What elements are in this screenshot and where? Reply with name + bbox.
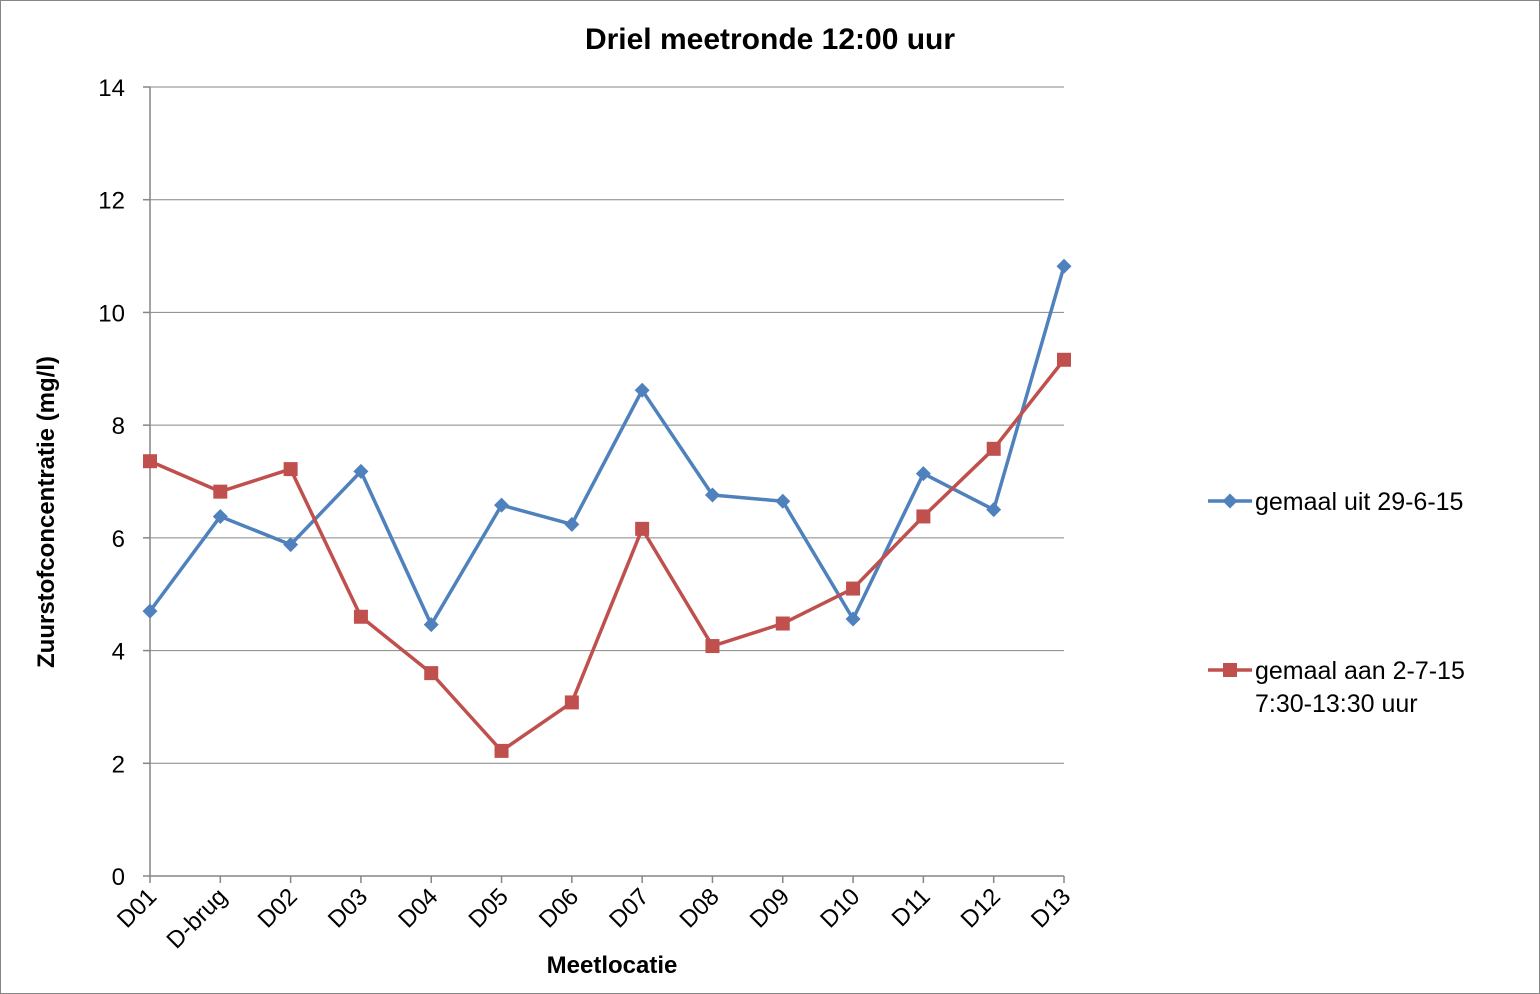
x-tick-label: D05 <box>464 883 514 933</box>
y-axis-title: Zuurstofconcentratie (mg/l) <box>33 356 60 668</box>
series-1-point <box>212 508 228 524</box>
chart-title: Driel meetronde 12:00 uur <box>585 23 955 56</box>
series-1-point <box>494 497 510 513</box>
series-line-1 <box>148 265 1066 627</box>
series-2-point <box>705 639 720 654</box>
series-lines <box>148 265 1066 753</box>
y-tick-label: 2 <box>112 751 125 778</box>
y-tick-labels: 0 2 4 6 8 10 12 14 <box>98 75 125 891</box>
series-1-point <box>704 487 720 503</box>
series-2-point <box>143 454 157 469</box>
legend: gemaal uit 29-6-15 gemaal aan 2-7-15 7:30-… <box>1208 488 1465 718</box>
x-axis-title: Meetlocatie <box>547 952 678 979</box>
x-tick-label: D03 <box>323 883 373 933</box>
x-tick-label: D08 <box>674 883 724 933</box>
x-tick-label: D-brug <box>162 883 233 954</box>
legend-marker-2 <box>1223 663 1237 677</box>
series-2-point <box>564 695 579 710</box>
axes <box>143 86 1065 883</box>
series-2-point <box>283 462 298 477</box>
legend-label-1: gemaal uit 29-6-15 <box>1255 488 1463 516</box>
x-tick-label: D12 <box>956 883 1006 933</box>
series-2-point <box>775 616 790 631</box>
series-1-point <box>283 537 299 553</box>
legend-label-2: 7:30-13:30 uur <box>1255 690 1418 718</box>
x-tick-label: D09 <box>745 883 795 933</box>
series-1-point <box>353 463 369 479</box>
series-2-point <box>494 743 509 758</box>
series-2-point <box>635 521 650 536</box>
series-2-point <box>916 509 931 524</box>
legend-label-2: gemaal aan 2-7-15 <box>1255 657 1465 685</box>
y-tick-label: 14 <box>98 75 125 102</box>
y-tick-label: 0 <box>112 864 125 891</box>
series-1-point <box>423 617 439 633</box>
series-markers <box>142 258 1072 758</box>
x-tick-label: D07 <box>604 883 654 933</box>
series-2-point <box>353 609 368 624</box>
series-2-point <box>424 666 439 681</box>
x-tick-labels: D01 D-brug D02 D03 D04 D05 D06 D07 D08 D09 D10 D11 D… <box>112 883 1076 954</box>
x-tick-label: D06 <box>534 883 584 933</box>
series-1-point <box>845 611 861 627</box>
x-tick-label: D04 <box>393 883 443 933</box>
y-tick-label: 6 <box>112 526 125 553</box>
series-2-point <box>213 484 228 499</box>
x-tick-label: D13 <box>1026 883 1076 933</box>
series-1-point <box>775 493 791 509</box>
x-tick-label: D11 <box>887 883 936 932</box>
y-tick-label: 12 <box>98 188 125 215</box>
y-tick-label: 4 <box>112 639 125 666</box>
series-1-point <box>142 603 158 619</box>
series-2-point <box>1057 352 1071 367</box>
y-tick-label: 10 <box>98 300 125 327</box>
series-2-point <box>986 441 1001 456</box>
series-1-point <box>986 502 1002 518</box>
series-1-point <box>915 466 931 482</box>
series-1-point <box>1056 258 1072 274</box>
series-2-point <box>846 581 861 596</box>
legend-marker-1 <box>1222 493 1238 509</box>
gridlines <box>150 86 1064 764</box>
series-1-point <box>564 516 580 532</box>
x-tick-label: D10 <box>815 883 865 933</box>
y-tick-label: 8 <box>112 413 125 440</box>
x-tick-label: D02 <box>253 883 303 933</box>
series-line-2 <box>149 358 1066 753</box>
series-1-point <box>634 382 650 398</box>
